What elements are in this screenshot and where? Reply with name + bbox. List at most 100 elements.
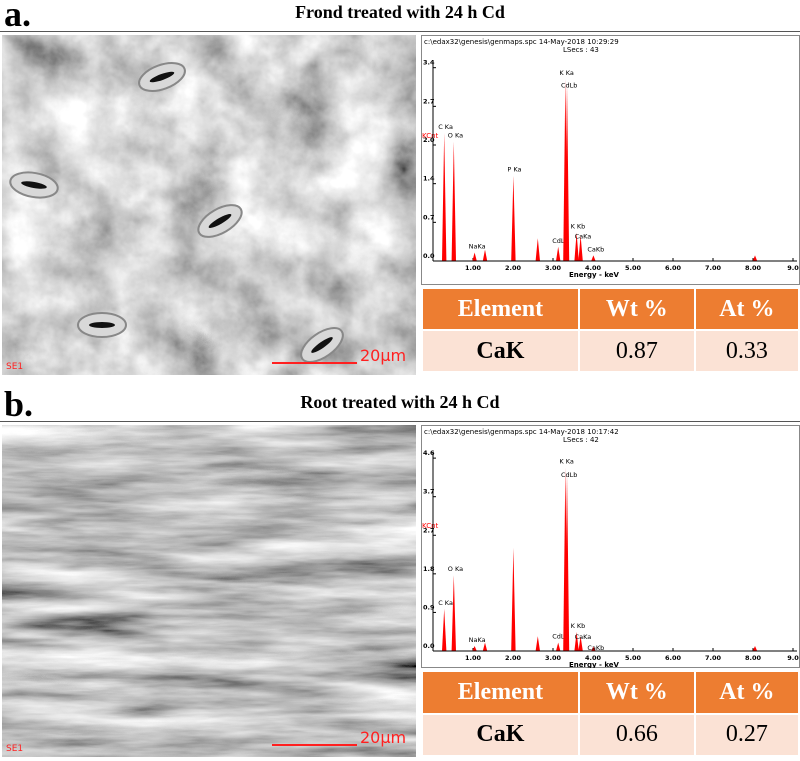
spectrum-frame — [421, 425, 800, 668]
peak-label: C Ka — [438, 123, 453, 131]
y-tick-label: 3.4 — [423, 59, 435, 67]
peak — [591, 255, 596, 261]
peak-label: CaKb — [587, 644, 604, 652]
peak-label: CaKa — [575, 633, 592, 641]
header-cell: Wt % — [577, 287, 696, 331]
micrograph: 20μm SE1 — [2, 425, 416, 757]
peak — [752, 255, 758, 261]
peak — [442, 608, 447, 651]
x-tick-label: 6.00 — [665, 654, 682, 662]
peak-label: CdLb — [561, 471, 577, 479]
sem-texture — [2, 35, 416, 375]
peak — [591, 646, 596, 651]
x-tick-label: 3.00 — [545, 654, 562, 662]
stoma — [138, 62, 186, 92]
spectrum-header: c:\edax32\genesis\genmaps.spc 14-May-201… — [424, 38, 619, 46]
spectrum-frame — [421, 35, 800, 285]
micrograph: 20μm SE1 — [2, 35, 416, 375]
panel-label: a. — [4, 0, 31, 34]
peak — [578, 636, 583, 651]
table-cell: CaK — [421, 329, 580, 373]
peak — [511, 175, 516, 261]
table-cell: CaK — [421, 712, 580, 757]
spectrum-header: c:\edax32\genesis\genmaps.spc 14-May-201… — [424, 428, 619, 436]
peak-label: O Ka — [448, 565, 463, 573]
peak — [556, 642, 561, 651]
y-tick-label: 1.8 — [423, 565, 435, 573]
table-header-row: Element Wt % At % — [421, 670, 800, 715]
table-cell: 0.27 — [693, 712, 800, 757]
y-tick-label: 2.0 — [423, 136, 435, 144]
x-tick-label: 9.0 — [787, 264, 799, 272]
x-axis-label: Energy - keV — [569, 271, 620, 279]
stoma — [300, 327, 344, 363]
live-time: LSecs : 43 — [563, 46, 599, 54]
panel-label: b. — [4, 384, 34, 424]
peak-label: CaKb — [587, 245, 604, 253]
peak — [472, 645, 477, 651]
header-cell: Element — [421, 287, 580, 331]
y-tick-label: 0.7 — [423, 213, 435, 221]
detector-label: SE1 — [6, 744, 23, 754]
peak — [752, 645, 758, 651]
x-tick-label: 1.00 — [465, 264, 482, 272]
x-tick-label: 7.00 — [705, 654, 722, 662]
peak-label: CdLa — [552, 237, 568, 245]
peak-label: O Ka — [448, 132, 463, 140]
y-tick-label: 1.4 — [423, 175, 435, 183]
header-cell: At % — [693, 670, 800, 715]
live-time: LSecs : 42 — [563, 436, 599, 444]
x-tick-label: 4.00 — [585, 264, 602, 272]
peak-label: K Kb — [571, 622, 586, 630]
peak — [442, 133, 447, 261]
panel-title: Root treated with 24 h Cd — [300, 392, 500, 412]
y-tick-label: 0.0 — [423, 642, 435, 650]
peak — [451, 141, 456, 261]
eds-table: Element Wt % At % CaK 0.66 0.27 — [421, 670, 800, 757]
header-cell: At % — [693, 287, 800, 331]
peak-label: K Ka — [559, 458, 573, 466]
scale-bar-label: 20μm — [360, 346, 406, 365]
peak — [564, 84, 570, 261]
y-axis-label: KCnt — [422, 522, 439, 530]
spectrum: c:\edax32\genesis\genmaps.spc 14-May-201… — [421, 35, 800, 285]
peak — [535, 238, 540, 261]
divider — [0, 31, 800, 32]
panel-title: Frond treated with 24 h Cd — [295, 2, 505, 22]
table-row: CaK 0.66 0.27 — [421, 712, 800, 757]
peak-label: NaKa — [469, 636, 486, 644]
peak — [574, 232, 579, 261]
y-tick-label: 2.7 — [423, 97, 435, 105]
peak — [482, 642, 488, 651]
y-tick-label: 3.7 — [423, 488, 435, 496]
scale-bar-label: 20μm — [360, 728, 406, 747]
peak-label: C Ka — [438, 599, 453, 607]
peak-label: K Kb — [571, 223, 586, 231]
stoma — [77, 312, 127, 338]
peak — [472, 252, 477, 261]
x-tick-label: 5.00 — [625, 654, 642, 662]
peak — [578, 235, 583, 261]
x-tick-label: 3.00 — [545, 264, 562, 272]
x-tick-label: 8.00 — [745, 654, 762, 662]
x-tick-label: 6.00 — [665, 264, 682, 272]
stoma — [197, 204, 243, 238]
peak — [511, 547, 516, 651]
peak — [564, 473, 570, 651]
x-tick-label: 1.00 — [465, 654, 482, 662]
peak — [574, 632, 579, 651]
x-tick-label: 8.00 — [745, 264, 762, 272]
eds-table: Element Wt % At % CaK 0.87 0.33 — [421, 287, 800, 373]
peak — [451, 575, 456, 651]
x-tick-label: 2.00 — [505, 654, 522, 662]
header-cell: Wt % — [577, 670, 696, 715]
sem-texture — [2, 425, 416, 757]
peak-label: K Ka — [559, 69, 573, 77]
x-tick-label: 4.00 — [585, 654, 602, 662]
y-axis-label: KCnt — [422, 132, 439, 140]
table-cell: 0.33 — [693, 329, 800, 373]
peak — [535, 636, 540, 651]
peak-label: CdLa — [552, 633, 568, 641]
peak-label: CdLb — [561, 82, 577, 90]
